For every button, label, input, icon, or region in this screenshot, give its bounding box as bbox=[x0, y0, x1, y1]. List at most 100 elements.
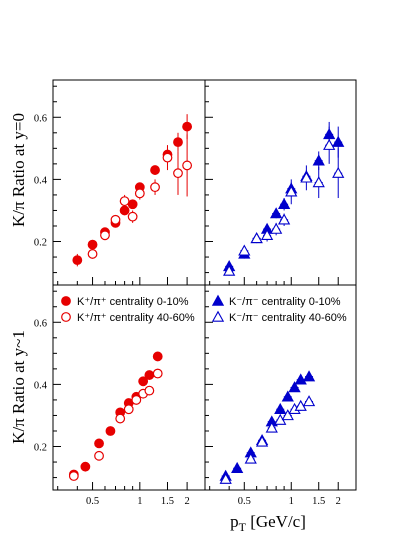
data-point bbox=[144, 370, 155, 380]
x-tick-label: 1.5 bbox=[161, 496, 174, 507]
data-point bbox=[119, 196, 130, 207]
data-point bbox=[152, 368, 163, 379]
data-point bbox=[265, 421, 278, 433]
x-axis-title: pT [GeV/c] bbox=[230, 512, 306, 534]
legend-entry: K⁺/π⁺ centrality 40-60% bbox=[61, 312, 195, 324]
data-point bbox=[302, 395, 316, 407]
data-point bbox=[255, 435, 269, 447]
data-point bbox=[123, 404, 134, 415]
y-axis-title-top: K/π Ratio at y=0 bbox=[9, 113, 28, 227]
data-point bbox=[110, 214, 121, 225]
data-point bbox=[300, 171, 313, 183]
x-tick-label: 1 bbox=[137, 496, 142, 507]
x-axis-title-p: p bbox=[230, 512, 239, 531]
data-point bbox=[182, 160, 193, 171]
data-point bbox=[134, 188, 145, 199]
data-point bbox=[87, 239, 98, 250]
series-bottom-right-0 bbox=[219, 370, 316, 481]
y-axis-title-bottom: K/π Ratio at y~1 bbox=[9, 330, 28, 444]
series-bottom-left-0 bbox=[68, 351, 163, 480]
legend-label: K⁻/π⁻ centrality 40-60% bbox=[229, 312, 347, 324]
data-point bbox=[260, 228, 274, 241]
data-point bbox=[119, 205, 130, 216]
data-point bbox=[150, 165, 160, 175]
y-tick-label: 0.4 bbox=[34, 175, 48, 186]
chart-legends: K⁺/π⁺ centrality 0-10% K⁺/π⁺ centrality 4… bbox=[61, 294, 347, 324]
data-point bbox=[223, 264, 236, 276]
panel-frame-bottom-right bbox=[204, 284, 357, 491]
data-point bbox=[238, 244, 251, 256]
data-point bbox=[231, 461, 244, 473]
data-point bbox=[80, 461, 91, 472]
data-point bbox=[281, 409, 294, 421]
data-point bbox=[72, 255, 83, 266]
data-point bbox=[332, 166, 345, 178]
legend-marker bbox=[211, 294, 225, 306]
data-point bbox=[87, 249, 98, 259]
data-point bbox=[115, 413, 126, 424]
series-top-right-0 bbox=[223, 121, 345, 272]
data-point bbox=[281, 390, 294, 402]
data-point bbox=[332, 135, 345, 147]
series-bottom-right-1 bbox=[219, 395, 316, 484]
data-point bbox=[219, 472, 232, 484]
legend-marker bbox=[61, 296, 71, 306]
data-point bbox=[150, 182, 160, 193]
data-point bbox=[105, 426, 116, 436]
legend-marker bbox=[211, 310, 225, 322]
data-point bbox=[94, 450, 104, 461]
data-point bbox=[274, 402, 287, 414]
chart-marks bbox=[68, 114, 345, 484]
y-tick-label: 0.6 bbox=[34, 318, 47, 329]
data-point bbox=[312, 154, 325, 166]
data-point bbox=[285, 185, 298, 197]
x-tick-label: 2 bbox=[184, 496, 189, 507]
series-bottom-left-1 bbox=[68, 368, 163, 481]
data-point bbox=[277, 197, 291, 209]
x-tick-label: 1 bbox=[289, 496, 294, 507]
series-top-right-1 bbox=[223, 126, 345, 276]
x-tick-label: 1.5 bbox=[312, 496, 325, 507]
chart-panels: 0.2 0.4 0.6 0.2 0.4 0.6 0.5 1 1.5 2 0.5 1 1.5 2 bbox=[34, 79, 357, 507]
data-point bbox=[94, 438, 104, 449]
legend-marker bbox=[61, 312, 71, 322]
data-point bbox=[270, 207, 283, 219]
legend-entry: K⁺/π⁺ centrality 0-10% bbox=[61, 296, 189, 308]
x-axis-title-subscript-t: T bbox=[239, 520, 247, 534]
y-tick-label: 0.4 bbox=[34, 380, 48, 391]
y-tick-label: 0.2 bbox=[34, 443, 47, 454]
data-point bbox=[302, 370, 316, 382]
data-point bbox=[173, 137, 183, 148]
legend-label: K⁺/π⁺ centrality 0-10% bbox=[77, 296, 189, 308]
data-point bbox=[131, 395, 142, 405]
legend-entry: K⁻/π⁻ centrality 40-60% bbox=[211, 310, 347, 324]
legend-label: K⁻/π⁻ centrality 0-10% bbox=[229, 296, 341, 308]
data-point bbox=[152, 351, 163, 362]
data-point bbox=[312, 176, 325, 188]
data-point bbox=[244, 452, 257, 464]
data-point bbox=[138, 376, 149, 387]
data-point bbox=[127, 211, 138, 222]
data-point bbox=[100, 230, 110, 241]
y-tick-label: 0.6 bbox=[34, 113, 47, 124]
data-point bbox=[294, 373, 307, 385]
x-tick-label: 0.5 bbox=[86, 496, 99, 507]
data-point bbox=[323, 138, 336, 150]
data-point bbox=[270, 222, 283, 234]
series-top-left-0 bbox=[72, 114, 193, 267]
data-point bbox=[127, 199, 138, 210]
panel-frame-top-right bbox=[204, 79, 357, 286]
data-point bbox=[144, 385, 155, 396]
legend-entry: K⁻/π⁻ centrality 0-10% bbox=[211, 294, 341, 308]
panel-frame-top-left bbox=[52, 79, 206, 286]
data-point bbox=[288, 381, 301, 393]
series-top-left-1 bbox=[87, 134, 193, 259]
data-point bbox=[277, 213, 291, 225]
x-tick-label: 2 bbox=[336, 496, 341, 507]
x-axis-title-unit: [GeV/c] bbox=[246, 512, 306, 531]
data-point bbox=[250, 232, 263, 244]
y-tick-label: 0.2 bbox=[34, 238, 47, 249]
data-point bbox=[68, 471, 79, 481]
data-point bbox=[182, 121, 193, 132]
